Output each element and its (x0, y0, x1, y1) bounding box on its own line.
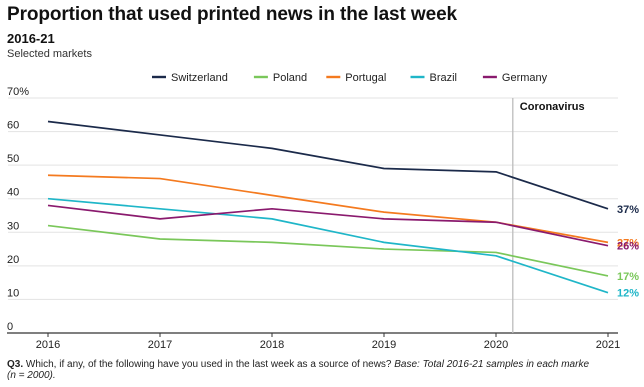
series-line (47, 120, 609, 210)
legend-label: Switzerland (171, 72, 228, 84)
legend-label: Portugal (345, 72, 386, 84)
footnote-base: Base: Total 2016-21 samples in each mark… (394, 359, 590, 370)
y-tick-label: 30 (7, 220, 19, 232)
x-tick-label: 2021 (596, 339, 620, 351)
series-line (47, 224, 609, 277)
x-tick-label: 2017 (148, 339, 172, 351)
chart-subtitle: 2016-21 (7, 31, 55, 46)
footnote-sample: (n = 2000). (7, 370, 56, 381)
y-tick-label: 20 (7, 254, 19, 266)
end-value-label: 12% (617, 288, 639, 300)
coronavirus-label: Coronavirus (520, 101, 585, 113)
end-value-label: 26% (617, 241, 639, 253)
chart-title: Proportion that used printed news in the… (7, 4, 458, 25)
chart-note: Selected markets (7, 48, 92, 60)
y-tick-label: 0 (7, 321, 13, 333)
y-tick-label: 60 (7, 120, 19, 132)
y-tick-label: 40 (7, 187, 19, 199)
footnote-question-number: Q3. (7, 359, 24, 370)
x-tick-label: 2020 (484, 339, 508, 351)
footnote: Q3. Which, if any, of the following have… (7, 359, 644, 381)
end-value-label: 17% (617, 271, 639, 283)
x-tick-label: 2019 (372, 339, 396, 351)
x-tick-label: 2018 (260, 339, 284, 351)
end-value-label: 27% (617, 237, 639, 249)
line-chart: 0 10 20 30 40 50 60 70% 2016 2017 2018 2019 2020 2021… (7, 72, 639, 351)
legend-label: Brazil (430, 72, 458, 84)
series-line (47, 197, 609, 294)
y-tick-label: 10 (7, 287, 19, 299)
series-line (47, 204, 609, 247)
end-value-label: 37% (617, 204, 639, 216)
legend-label: Germany (502, 72, 548, 84)
y-tick-label: 70% (7, 86, 29, 98)
y-tick-label: 50 (7, 153, 19, 165)
x-tick-label: 2016 (36, 339, 60, 351)
legend-label: Poland (273, 72, 307, 84)
footnote-question: Which, if any, of the following have you… (23, 359, 395, 370)
